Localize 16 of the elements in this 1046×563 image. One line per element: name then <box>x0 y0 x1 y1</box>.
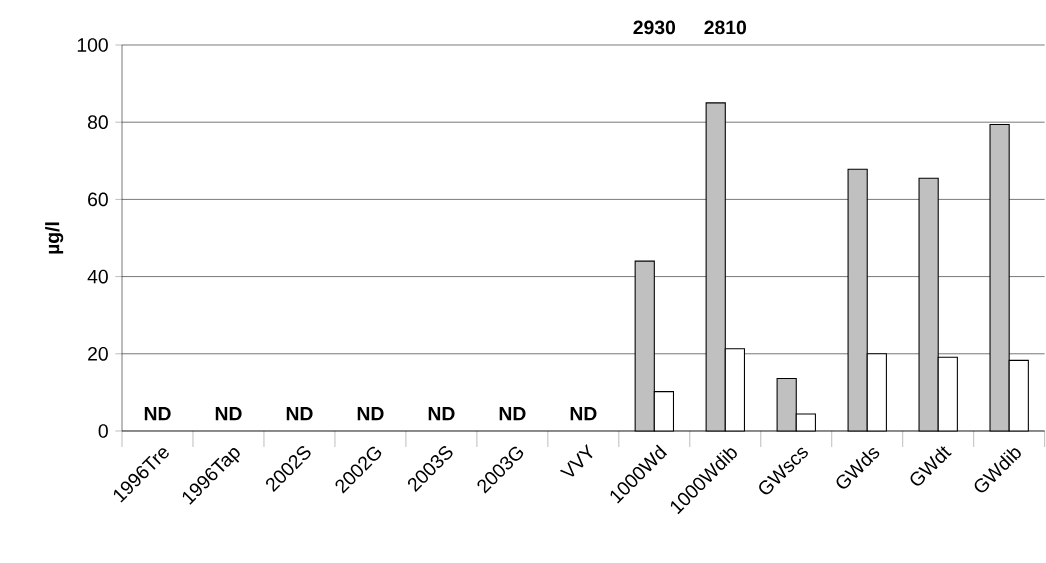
y-axis-title: µg/l <box>45 222 64 254</box>
annotation: ND <box>499 406 526 421</box>
y-tick-label: 60 <box>88 192 108 207</box>
annotation: ND <box>286 406 313 421</box>
y-tick-label: 80 <box>87 115 108 130</box>
annotation: ND <box>357 406 384 421</box>
annotation: ND <box>428 406 455 421</box>
y-tick-label: 40 <box>87 269 108 284</box>
annotation: ND <box>570 406 597 421</box>
y-tick-label: 0 <box>98 424 108 438</box>
annotation: ND <box>144 406 171 421</box>
y-tick-label: 20 <box>88 346 108 361</box>
annotation: ND <box>215 406 242 421</box>
text: 2810 <box>704 20 746 35</box>
y-tick-label: 100 <box>77 38 108 52</box>
text: 2930 <box>633 20 676 35</box>
